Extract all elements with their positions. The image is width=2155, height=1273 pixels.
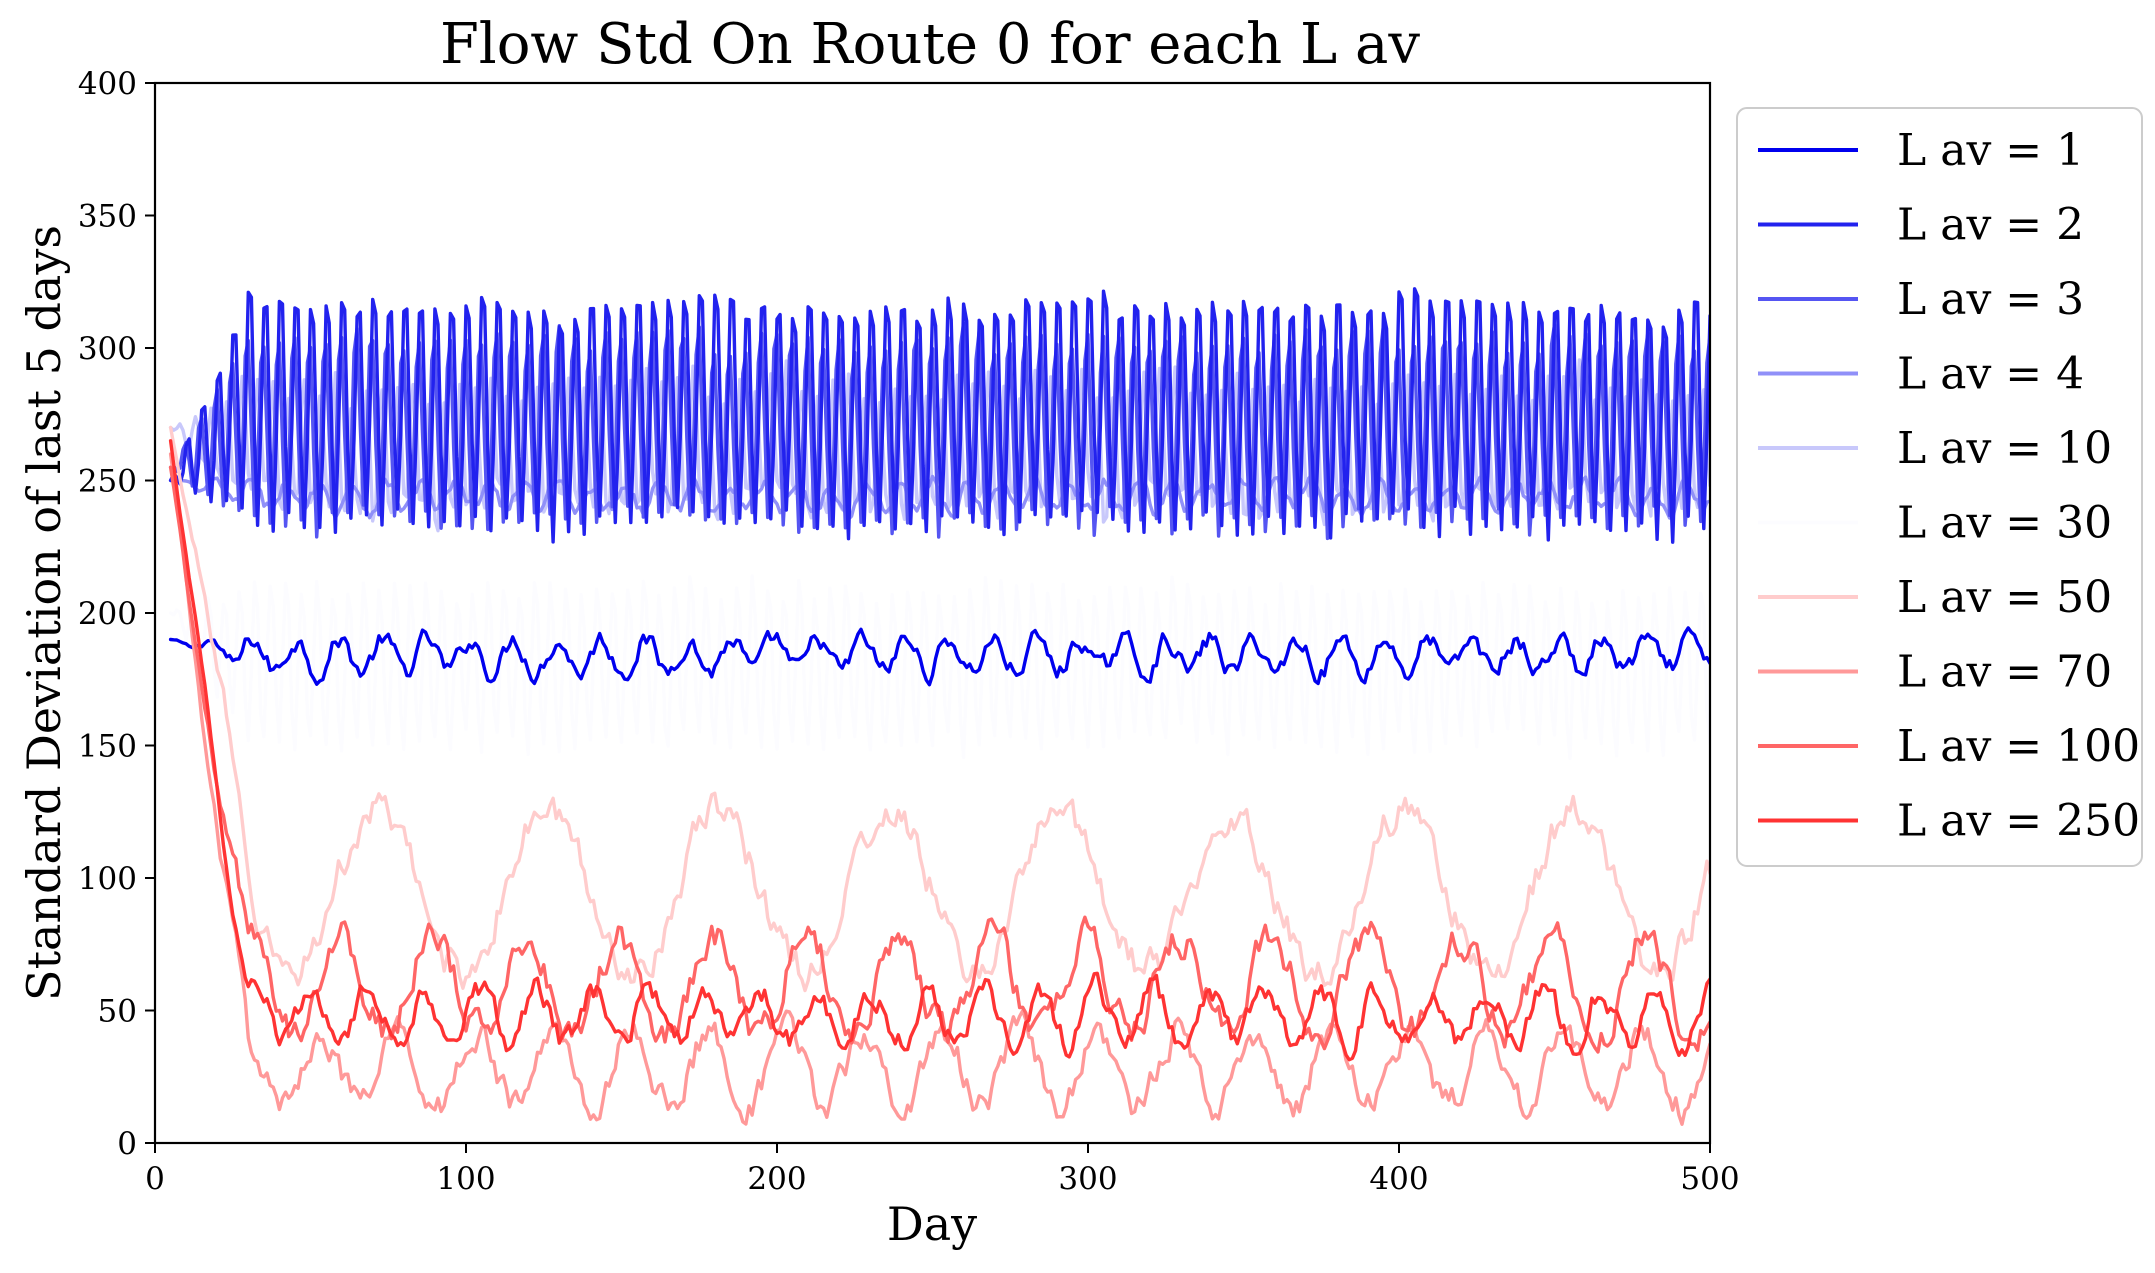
y-tick-label: 150 (78, 729, 137, 765)
y-axis-label: Standard Deviation of last 5 days (17, 225, 71, 1001)
series-line (168, 452, 1710, 1126)
x-tick-label: 200 (747, 1161, 806, 1197)
legend: L av = 1 L av = 2 L av = 3 L av = 4 L av = 1… (1736, 107, 2143, 867)
legend-label: L av = 70 (1897, 647, 2112, 698)
x-tick-label: 300 (1058, 1161, 1117, 1197)
legend-label: L av = 30 (1897, 498, 2112, 549)
series-line (168, 465, 1710, 1054)
series-layer (168, 287, 1710, 1126)
y-tick-label: 100 (78, 861, 137, 897)
series-line (168, 425, 1710, 993)
y-tick-label: 0 (117, 1126, 137, 1162)
legend-label: L av = 100 (1897, 721, 2140, 772)
legend-label: L av = 4 (1897, 349, 2084, 400)
y-tick-label: 400 (78, 66, 137, 102)
x-axis: 0 100 200 300 400 500 (145, 1143, 1740, 1197)
x-tick-label: 400 (1369, 1161, 1428, 1197)
series-line (168, 626, 1710, 687)
y-tick-label: 300 (78, 331, 137, 367)
legend-label: L av = 2 (1897, 200, 2084, 251)
legend-label: L av = 1 (1897, 125, 2084, 176)
legend-label: L av = 50 (1897, 572, 2112, 623)
y-tick-label: 250 (78, 464, 137, 500)
y-tick-label: 200 (78, 596, 137, 632)
series-line (168, 287, 1710, 544)
series-line (168, 439, 1710, 1062)
legend-label: L av = 250 (1897, 796, 2140, 847)
legend-label: L av = 10 (1897, 423, 2112, 474)
series-line (168, 358, 1710, 533)
y-tick-label: 50 (98, 994, 137, 1030)
x-tick-label: 500 (1680, 1161, 1739, 1197)
plot-frame (153, 81, 1712, 1145)
x-tick-label: 0 (145, 1161, 165, 1197)
series-line (168, 574, 1710, 761)
legend-label: L av = 3 (1897, 274, 2084, 325)
y-axis: 0 50 100 150 200 250 300 350 400 (78, 66, 155, 1162)
y-tick-label: 350 (78, 199, 137, 235)
x-tick-label: 100 (436, 1161, 495, 1197)
chart-title: Flow Std On Route 0 for each L av (440, 12, 1420, 77)
x-axis-label: Day (887, 1197, 977, 1251)
